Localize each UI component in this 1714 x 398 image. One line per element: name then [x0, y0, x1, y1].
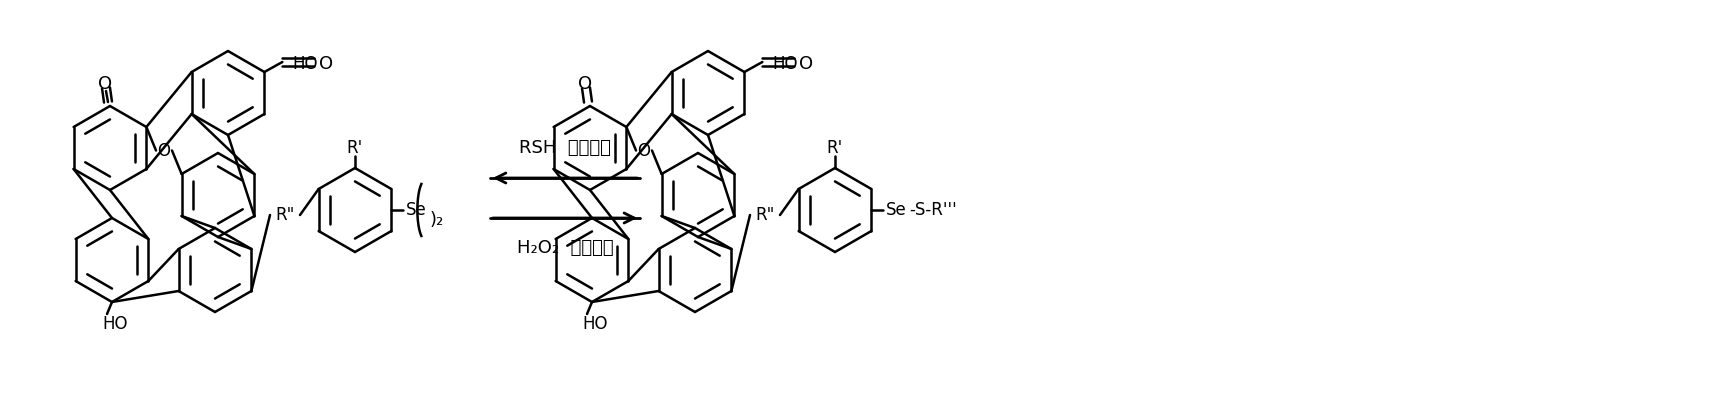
- Text: HO: HO: [773, 55, 799, 73]
- Text: Se: Se: [886, 201, 907, 219]
- Text: O: O: [98, 75, 111, 93]
- Text: O: O: [319, 55, 334, 73]
- Text: HO: HO: [293, 55, 317, 73]
- Text: H₂O₂  荧光减弱: H₂O₂ 荧光减弱: [516, 239, 614, 257]
- Text: O: O: [578, 75, 591, 93]
- Text: R": R": [756, 206, 775, 224]
- Text: RSH  荧光增强: RSH 荧光增强: [519, 139, 610, 157]
- Text: O: O: [799, 55, 814, 73]
- Text: HO: HO: [103, 315, 127, 333]
- Text: HO: HO: [583, 315, 607, 333]
- Text: R": R": [276, 206, 295, 224]
- Text: R': R': [346, 139, 363, 157]
- Text: R': R': [826, 139, 843, 157]
- Text: )₂: )₂: [430, 211, 444, 229]
- Text: -S-R''': -S-R''': [910, 201, 956, 219]
- Text: Se: Se: [406, 201, 427, 219]
- Text: O: O: [158, 142, 170, 160]
- Text: O: O: [638, 142, 651, 160]
